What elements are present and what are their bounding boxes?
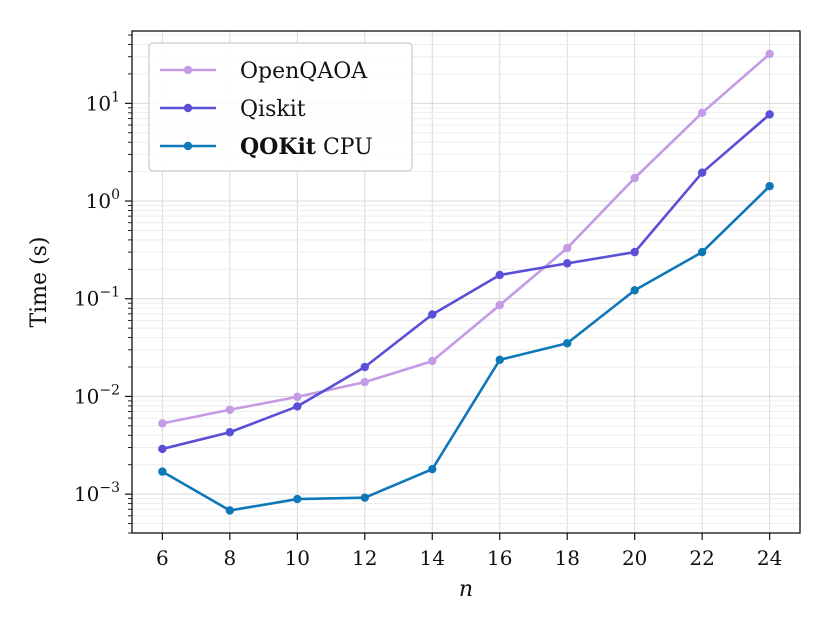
x-tick-label: 20 bbox=[622, 546, 647, 570]
data-point bbox=[293, 402, 302, 411]
data-point bbox=[225, 506, 235, 515]
data-point bbox=[158, 467, 167, 476]
data-point bbox=[428, 464, 437, 474]
series-openqaoa bbox=[158, 49, 774, 428]
axes-ticks: 6 8 10 12 14 16 18 20 22 24 10−3 10−2 10−1 100 101 bbox=[74, 34, 782, 570]
data-point bbox=[697, 168, 707, 177]
series-line bbox=[161, 185, 771, 512]
y-tick-label: 101 bbox=[86, 89, 120, 115]
grid bbox=[132, 31, 800, 534]
data-point bbox=[293, 494, 302, 504]
data-point bbox=[563, 243, 572, 253]
data-point bbox=[360, 493, 369, 502]
data-point bbox=[765, 49, 774, 59]
series-qokit bbox=[158, 181, 774, 515]
data-point bbox=[225, 428, 235, 437]
legend-entry: Qiskit bbox=[160, 97, 306, 122]
legend-swatch-marker bbox=[183, 65, 193, 75]
data-point bbox=[360, 362, 369, 372]
data-point bbox=[765, 181, 774, 191]
x-tick-label: 14 bbox=[420, 546, 445, 570]
x-tick-label: 16 bbox=[487, 546, 512, 570]
x-tick-label: 8 bbox=[223, 546, 236, 570]
data-point bbox=[360, 377, 369, 387]
series-line bbox=[162, 113, 771, 451]
data-point bbox=[697, 247, 707, 257]
legend-entry: QOKit CPU bbox=[160, 134, 373, 160]
x-tick-label: 12 bbox=[352, 546, 377, 570]
y-tick-label: 100 bbox=[86, 187, 120, 213]
data-point bbox=[495, 355, 504, 365]
data-point bbox=[158, 444, 167, 454]
x-tick-label: 24 bbox=[757, 546, 782, 570]
data-point bbox=[158, 419, 167, 428]
series-qiskit bbox=[158, 110, 774, 454]
x-tick-label: 6 bbox=[156, 546, 169, 570]
legend-label: Qiskit bbox=[240, 97, 306, 122]
data-point bbox=[563, 339, 572, 348]
data-point bbox=[630, 286, 639, 295]
series-layer bbox=[158, 49, 774, 515]
data-point bbox=[225, 405, 235, 414]
legend-swatch-marker bbox=[183, 141, 193, 151]
legend-swatch-marker bbox=[183, 103, 193, 113]
y-tick-label: 10−2 bbox=[74, 382, 120, 408]
legend-box bbox=[148, 42, 413, 172]
series-line bbox=[162, 52, 771, 425]
data-point bbox=[495, 270, 504, 280]
x-tick-label: 22 bbox=[689, 546, 714, 570]
data-point bbox=[428, 310, 437, 319]
legend-entry: OpenQAOA bbox=[160, 59, 368, 84]
data-point bbox=[293, 392, 302, 402]
plot-frame bbox=[131, 30, 801, 534]
data-point bbox=[765, 110, 774, 119]
data-point bbox=[495, 300, 504, 310]
legend-label: QOKit CPU bbox=[240, 134, 373, 160]
x-tick-label: 18 bbox=[554, 546, 579, 570]
data-point bbox=[630, 173, 639, 183]
y-tick-label: 10−3 bbox=[74, 480, 120, 506]
data-point bbox=[630, 247, 639, 257]
y-axis-label: Time (s) bbox=[27, 236, 52, 327]
x-tick-label: 10 bbox=[285, 546, 310, 570]
y-tick-label: 10−1 bbox=[74, 285, 120, 311]
legend-label: OpenQAOA bbox=[240, 59, 368, 84]
x-axis-label: n bbox=[459, 577, 473, 602]
data-point bbox=[563, 259, 572, 268]
legend: OpenQAOA Qiskit QOKit CPU bbox=[148, 42, 413, 172]
data-point bbox=[697, 108, 707, 117]
data-point bbox=[428, 356, 437, 366]
